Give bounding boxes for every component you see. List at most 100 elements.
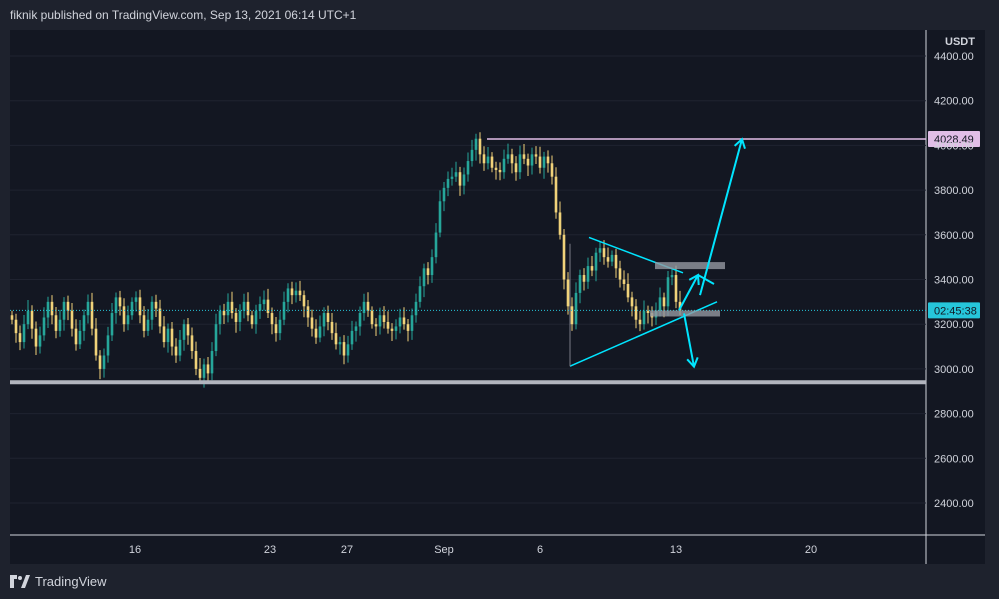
candle-body bbox=[482, 154, 486, 164]
candle-body bbox=[494, 167, 498, 170]
candle-body bbox=[414, 301, 418, 316]
candle-body bbox=[442, 187, 446, 202]
candle-body bbox=[302, 295, 306, 307]
candles-layer bbox=[10, 132, 682, 388]
resistance-price-label: 4028.49 bbox=[934, 134, 974, 146]
y-tick-label: 2800.00 bbox=[934, 409, 974, 421]
candle-body bbox=[570, 306, 574, 325]
price-chart[interactable]: 4028.49 02:45:38 4400.00 4200.00 4000.00 380… bbox=[0, 0, 999, 566]
currency-label: USDT bbox=[945, 36, 975, 48]
candle-body bbox=[46, 301, 50, 318]
candle-body bbox=[238, 310, 242, 322]
candle-body bbox=[330, 321, 334, 334]
breakout-arrow-long-head bbox=[733, 137, 746, 149]
candle-body bbox=[370, 310, 374, 325]
candle-body bbox=[470, 149, 474, 162]
candle-body bbox=[402, 317, 406, 325]
candle-body bbox=[474, 138, 478, 150]
candle-body bbox=[434, 232, 438, 258]
breakout-arrow-long bbox=[699, 138, 743, 296]
y-tick-label: 2600.00 bbox=[934, 453, 974, 465]
candle-body bbox=[278, 319, 282, 334]
candle-body bbox=[262, 299, 266, 305]
candle-body bbox=[18, 333, 22, 343]
publish-info-text: fiknik published on TradingView.com, Sep… bbox=[10, 8, 357, 22]
candle-body bbox=[158, 308, 162, 327]
drawings-layer: 4028.49 02:45:38 bbox=[10, 131, 980, 385]
candle-body bbox=[298, 290, 302, 296]
x-tick-label: 6 bbox=[537, 544, 543, 556]
candle-body bbox=[594, 252, 598, 271]
candle-body bbox=[490, 156, 494, 168]
candle-body bbox=[130, 301, 134, 316]
candle-body bbox=[578, 275, 582, 293]
countdown-label-bg bbox=[928, 302, 980, 319]
candle-body bbox=[430, 257, 434, 276]
candle-body bbox=[86, 301, 90, 316]
candle-body bbox=[318, 326, 322, 338]
candle-body bbox=[394, 326, 398, 331]
candle-body bbox=[50, 301, 54, 316]
candle-body bbox=[542, 156, 546, 168]
candle-body bbox=[162, 326, 166, 343]
candle-body bbox=[274, 324, 278, 334]
candle-body bbox=[410, 315, 414, 331]
upper-zone-box bbox=[655, 262, 725, 270]
candle-body bbox=[518, 154, 522, 173]
tradingview-branding[interactable]: TradingView bbox=[10, 574, 107, 589]
candle-body bbox=[638, 319, 642, 325]
breakdown-arrow bbox=[683, 313, 695, 367]
y-tick-label: 3000.00 bbox=[934, 364, 974, 376]
candle-body bbox=[582, 275, 586, 282]
candle-body bbox=[486, 156, 490, 164]
arrow-zigzag bbox=[697, 274, 715, 285]
candle-body bbox=[534, 154, 538, 157]
x-tick-label: Sep bbox=[434, 544, 454, 556]
candle-body bbox=[634, 306, 638, 320]
candle-body bbox=[598, 248, 602, 253]
candle-body bbox=[358, 313, 362, 327]
candle-body bbox=[446, 178, 450, 188]
candle-body bbox=[250, 315, 254, 325]
candle-body bbox=[214, 324, 218, 352]
candle-body bbox=[662, 297, 666, 307]
candle-body bbox=[574, 292, 578, 325]
candle-body bbox=[34, 328, 38, 347]
candle-body bbox=[646, 310, 650, 314]
candle-body bbox=[102, 355, 106, 369]
candle-body bbox=[670, 275, 674, 278]
candle-body bbox=[566, 279, 570, 307]
candle-body bbox=[90, 301, 94, 329]
candle-body bbox=[602, 248, 606, 258]
candle-body bbox=[362, 301, 366, 314]
candle-body bbox=[478, 138, 482, 155]
breakdown-arrow-head bbox=[686, 357, 699, 369]
x-tick-label: 20 bbox=[805, 544, 817, 556]
x-tick-label: 13 bbox=[670, 544, 682, 556]
candle-body bbox=[366, 301, 370, 311]
candle-body bbox=[126, 315, 130, 325]
plot-background bbox=[10, 30, 926, 535]
candle-body bbox=[154, 301, 158, 309]
candle-body bbox=[466, 161, 470, 175]
time-axis[interactable]: 16 23 27 Sep 6 13 20 bbox=[129, 544, 817, 556]
candle-body bbox=[510, 154, 514, 164]
price-axis[interactable]: 4400.00 4200.00 4000.00 3800.00 3600.00 3400.… bbox=[934, 51, 974, 510]
candle-body bbox=[522, 154, 526, 159]
candle-body bbox=[622, 279, 626, 284]
candle-body bbox=[374, 324, 378, 327]
candle-body bbox=[54, 315, 58, 331]
candle-body bbox=[82, 315, 86, 331]
candle-body bbox=[354, 326, 358, 331]
y-tick-label: 3400.00 bbox=[934, 275, 974, 287]
candle-body bbox=[194, 351, 198, 369]
candle-body bbox=[234, 313, 238, 322]
candle-body bbox=[526, 158, 530, 166]
candle-body bbox=[14, 319, 18, 334]
candle-body bbox=[618, 268, 622, 280]
candle-body bbox=[142, 315, 146, 331]
candle-body bbox=[122, 306, 126, 325]
candle-body bbox=[674, 275, 678, 302]
candle-body bbox=[106, 335, 110, 356]
candle-body bbox=[290, 288, 294, 296]
